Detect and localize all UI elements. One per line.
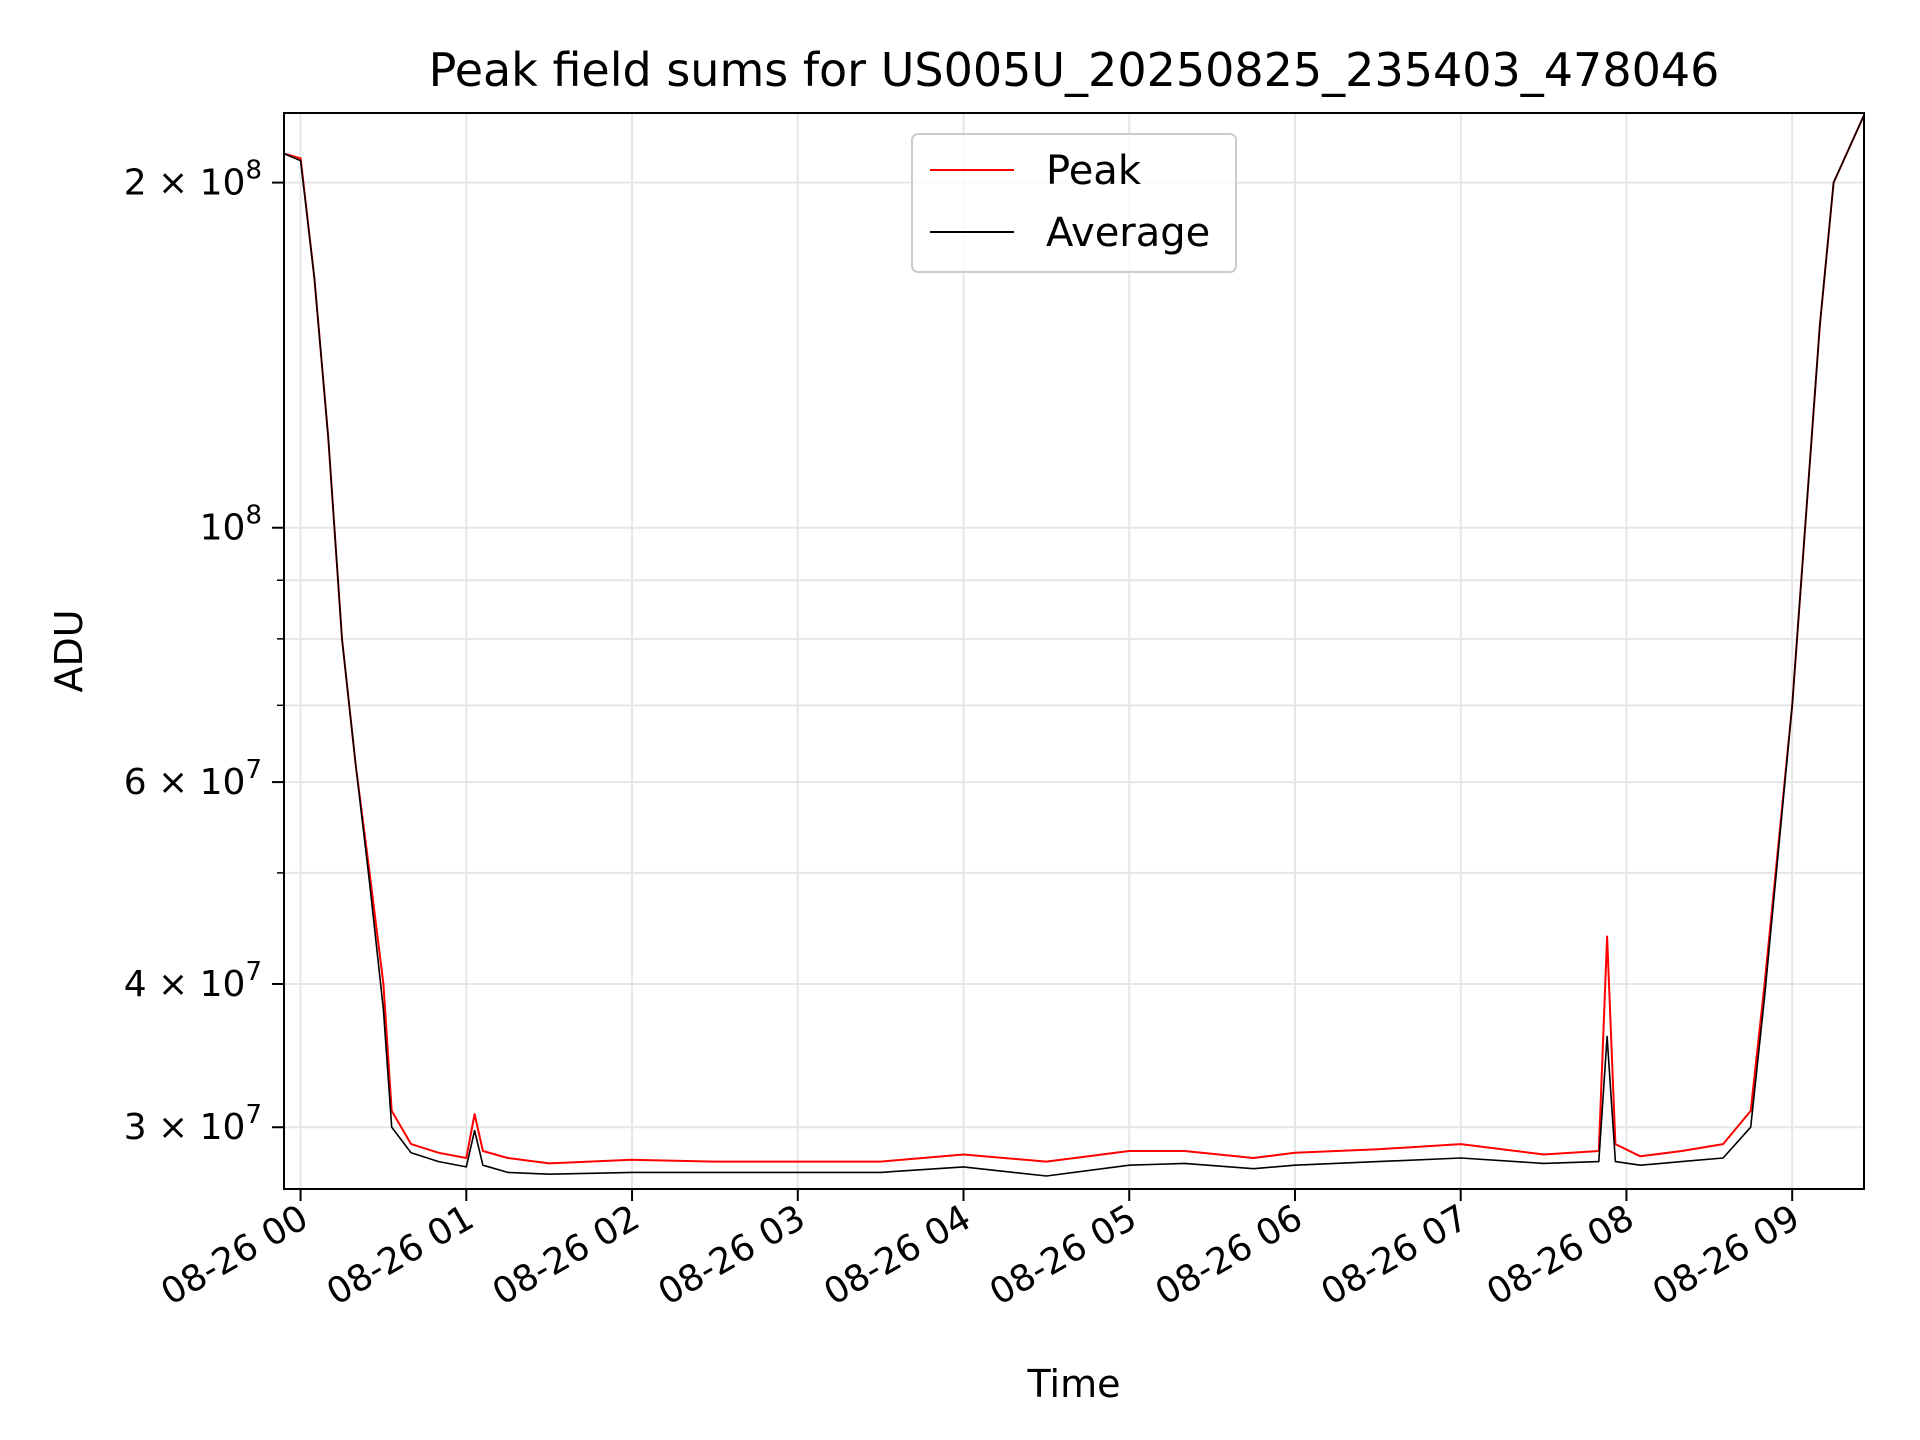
series-line-average (283, 114, 1865, 1177)
series-line-peak (283, 114, 1865, 1165)
legend-label-average: Average (1046, 210, 1210, 256)
plot-frame (283, 112, 1865, 1190)
chart-title: Peak field sums for US005U_20250825_2354… (429, 43, 1720, 97)
x-axis-label: Time (1027, 1362, 1121, 1406)
legend-label-peak: Peak (1046, 148, 1142, 194)
legend: Peak Average (911, 133, 1237, 273)
y-axis-ticks: 2 × 108 108 6 × 107 4 × 107 3 × 107 (124, 156, 284, 1148)
y-tick-label: 6 × 107 (124, 755, 262, 803)
plot-series (283, 114, 1865, 1177)
y-axis-label: ADU (47, 609, 91, 692)
y-tick-label: 108 (200, 501, 262, 549)
y-tick-label: 3 × 107 (124, 1100, 262, 1148)
y-tick-label: 4 × 107 (124, 957, 262, 1005)
legend-box (911, 133, 1237, 273)
y-tick-label: 2 × 108 (124, 156, 262, 204)
